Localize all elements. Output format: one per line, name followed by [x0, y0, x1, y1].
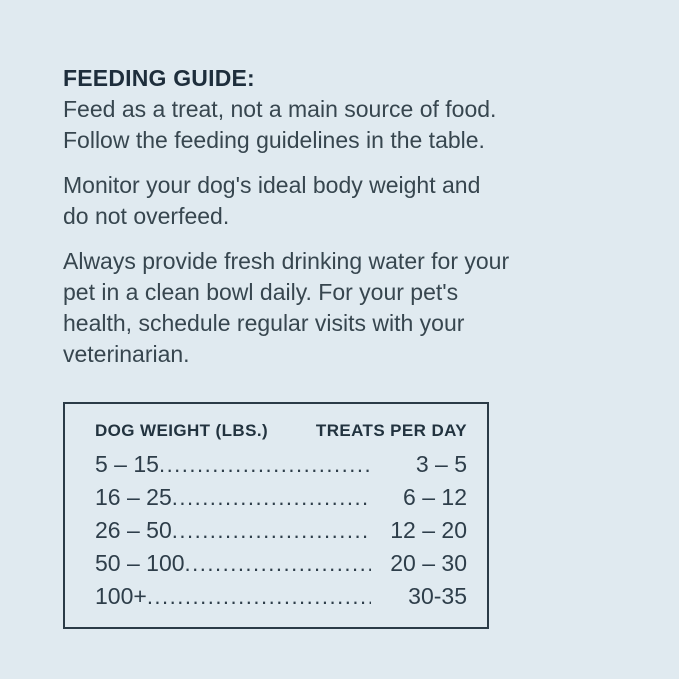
treats-value: 12 – 20	[390, 517, 467, 543]
table-row: 16 – 25 6 – 12	[95, 481, 467, 514]
paragraph-line: Follow the feeding guidelines in the tab…	[63, 127, 485, 153]
weight-range: 100+	[95, 583, 147, 609]
paragraph-line: do not overfeed.	[63, 203, 230, 229]
dot-leader	[147, 580, 371, 613]
dot-leader	[172, 481, 371, 514]
col-header-treats-per-day: TREATS PER DAY	[315, 421, 467, 440]
weight-range: 50 – 100	[95, 550, 185, 576]
treats-value: 20 – 30	[390, 550, 467, 576]
feeding-guide-title: FEEDING GUIDE:	[63, 65, 255, 91]
table-row: 26 – 50 12 – 20	[95, 514, 467, 547]
paragraph-body-weight: Monitor your dog's ideal body weight and…	[63, 170, 621, 232]
table-row: 100+ 30-35	[95, 580, 467, 613]
paragraph-line: health, schedule regular visits with you…	[63, 310, 465, 336]
table-header-row: DOG WEIGHT (LBS.) TREATS PER DAY	[95, 421, 467, 441]
table-row: 50 – 100 20 – 30	[95, 547, 467, 580]
treats-value: 6 – 12	[403, 484, 467, 510]
dot-leader	[185, 547, 371, 580]
paragraph-water-vet: Always provide fresh drinking water for …	[63, 246, 621, 370]
treats-value: 3 – 5	[415, 451, 467, 477]
paragraph-line: Always provide fresh drinking water for …	[63, 248, 510, 274]
dot-leader	[172, 514, 371, 547]
paragraph-line: Feed as a treat, not a main source of fo…	[63, 96, 497, 122]
weight-range: 5 – 15	[95, 451, 159, 477]
weight-range: 16 – 25	[95, 484, 172, 510]
weight-range: 26 – 50	[95, 517, 172, 543]
paragraph-line: Monitor your dog's ideal body weight and	[63, 172, 481, 198]
table-row: 5 – 15 3 – 5	[95, 448, 467, 481]
feeding-guidelines-table: DOG WEIGHT (LBS.) TREATS PER DAY 5 – 15 …	[63, 402, 489, 629]
paragraph-line: pet in a clean bowl daily. For your pet'…	[63, 279, 459, 305]
treats-value: 30-35	[408, 583, 467, 609]
paragraph-line: veterinarian.	[63, 341, 190, 367]
paragraph-treat-guidance: Feed as a treat, not a main source of fo…	[63, 94, 621, 156]
col-header-dog-weight: DOG WEIGHT (LBS.)	[95, 421, 269, 440]
dot-leader	[159, 448, 371, 481]
